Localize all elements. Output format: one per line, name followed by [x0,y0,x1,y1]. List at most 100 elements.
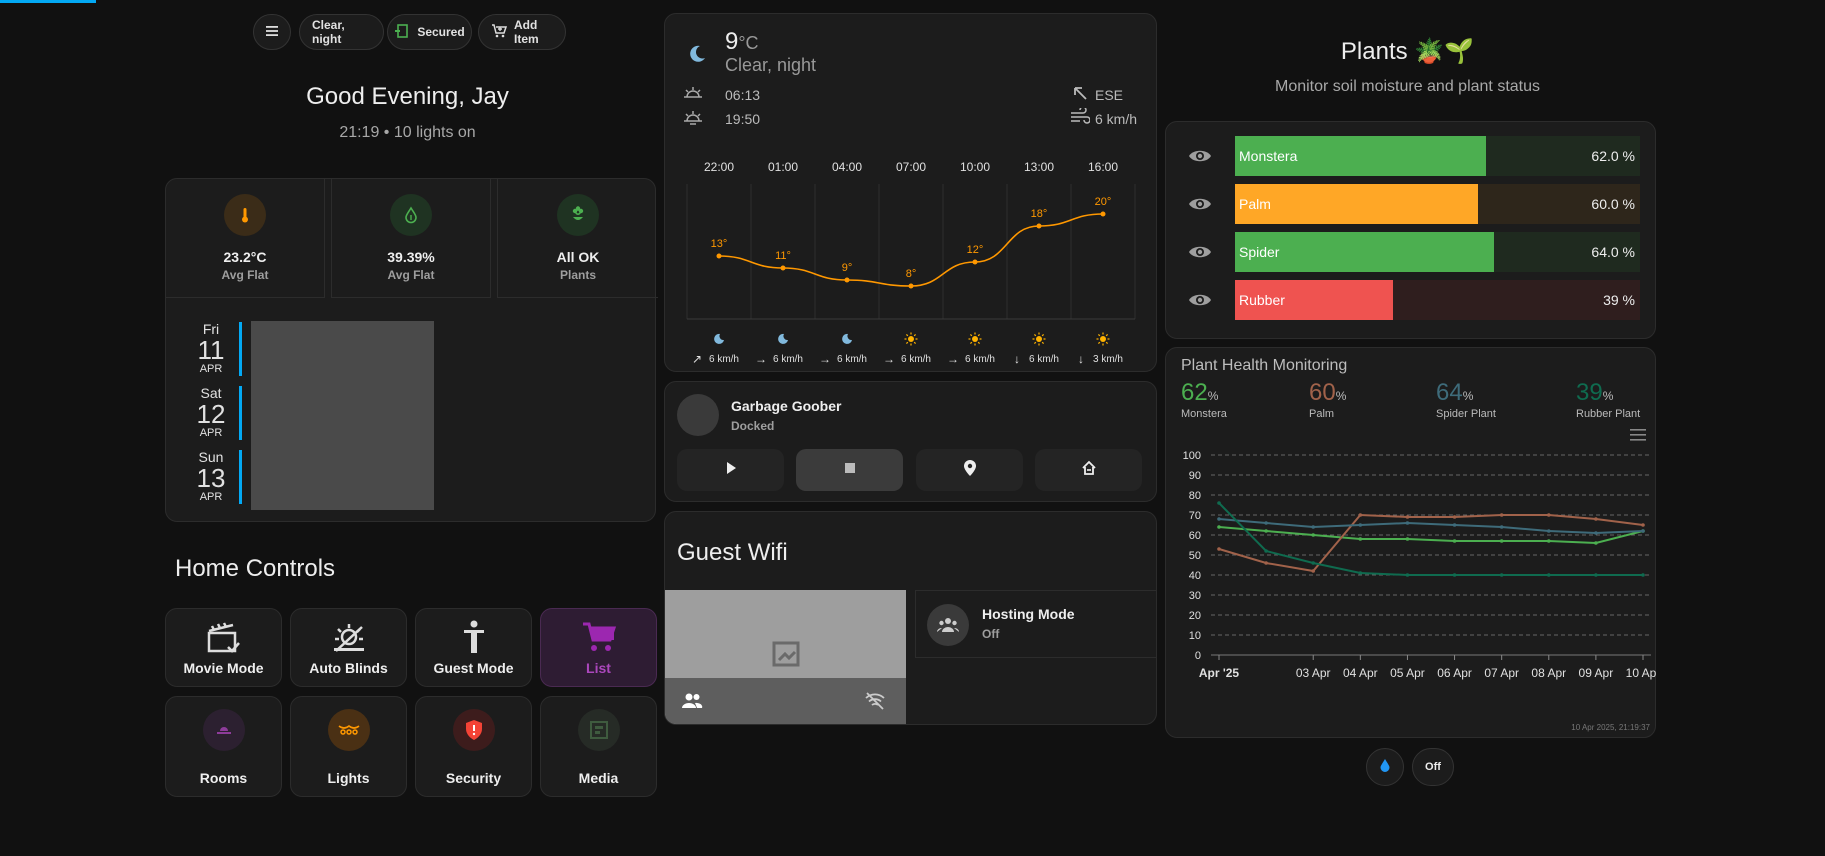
off-button[interactable]: Off [1412,748,1454,786]
moon-icon [842,333,852,344]
calendar-day-0[interactable]: Fri 11 APR [181,321,241,377]
y-tick-label: 30 [1189,590,1201,602]
x-tick-label: 04 Apr [1343,666,1378,680]
chart-menu-icon[interactable] [1630,428,1646,447]
hosting-mode-tile[interactable]: Hosting Mode Off [915,590,1156,658]
series-point [1594,531,1598,535]
x-tick-label: 03 Apr [1296,666,1331,680]
weather-chip[interactable]: Clear, night [299,14,384,50]
series-point [1499,573,1504,577]
calendar-divider [239,450,242,504]
home-controls-title: Home Controls [175,555,336,582]
list-button[interactable]: List [540,608,657,687]
eye-icon[interactable] [1188,146,1212,171]
hosting-mode-state: Off [982,627,1000,641]
water-button[interactable] [1366,748,1404,786]
series-point [1405,537,1410,541]
calendar-divider [239,386,242,440]
forecast-wind: 6 km/h [773,354,803,365]
stat-plants[interactable]: All OK Plants [497,179,658,298]
eye-icon[interactable] [1188,242,1212,267]
plants-title: Plants 🪴🌱 [1340,38,1475,65]
button-label: Movie Mode [183,660,264,676]
sunset-icon [683,108,703,131]
media-button[interactable]: Media [540,696,657,797]
stats-calendar-card: 23.2°C Avg Flat 39.39% Avg Flat All OK P… [165,178,658,522]
temperature-point [972,259,978,265]
stat-humidity[interactable]: 39.39% Avg Flat [331,179,491,298]
rooms-button[interactable]: Rooms [165,696,282,797]
security-chip[interactable]: Secured [387,14,472,50]
movie-mode-button[interactable]: Movie Mode [165,608,282,687]
wind-arrow-icon: → [883,352,895,366]
y-tick-label: 20 [1189,610,1201,622]
series-line-0 [1218,526,1644,545]
y-tick-label: 0 [1195,650,1201,662]
lights-button[interactable]: Lights [290,696,407,797]
forecast-wind: 6 km/h [709,354,739,365]
series-point [1405,573,1410,577]
series-point [1311,561,1316,565]
plant-row-spider[interactable]: Spider 64.0 % [1166,232,1656,272]
door-icon [394,23,410,42]
add-item-label: Add Item [514,18,539,46]
temperature-label: 11° [775,250,791,262]
calendar-day-2[interactable]: Sun 13 APR [181,449,241,505]
eye-icon[interactable] [1188,290,1212,315]
wind-arrow-icon: → [947,352,959,366]
series-point [1499,525,1504,529]
calendar-day-1[interactable]: Sat 12 APR [181,385,241,441]
weather-card[interactable]: 9°C Clear, night 06:13 19:50 ESE 6 km/h … [664,13,1157,372]
security-button[interactable]: Security [415,696,532,797]
forecast-hour: 04:00 [832,160,862,174]
series-point [1217,517,1221,521]
x-tick-label: 09 Apr [1579,666,1614,680]
temperature-label: 13° [711,238,728,250]
sun-icon [904,332,918,346]
y-tick-label: 40 [1189,570,1201,582]
auto-blinds-button[interactable]: Auto Blinds [290,608,407,687]
wind-direction-icon [1072,85,1088,106]
chart-timestamp: 10 Apr 2025, 21:19:37 [1571,723,1650,732]
vacuum-avatar[interactable] [677,394,719,436]
plant-name: Spider [1239,244,1280,260]
summary-unit: % [1335,389,1347,403]
series-line-2 [1218,518,1644,535]
wind-arrow-icon: → [819,352,831,366]
wifi-qr-placeholder[interactable] [665,590,906,724]
stat-temperature[interactable]: 23.2°C Avg Flat [166,179,325,298]
series-point [1405,515,1410,519]
vacuum-stop-button[interactable] [796,449,903,491]
menu-button[interactable] [253,14,291,50]
calendar-month: APR [199,363,223,375]
x-tick-label: 07 Apr [1484,666,1519,680]
temperature-point [908,283,914,289]
series-point [1594,541,1598,545]
vacuum-home-button[interactable] [1035,449,1142,491]
plant-row-palm[interactable]: Palm 60.0 % [1166,184,1656,224]
moisture-bar-track: Monstera 62.0 % [1235,136,1640,176]
hosting-mode-title: Hosting Mode [982,606,1075,622]
series-point [1311,569,1316,573]
eye-icon[interactable] [1188,194,1212,219]
guest-mode-button[interactable]: Guest Mode [415,608,532,687]
series-point [1217,547,1221,551]
series-point [1358,513,1363,517]
temperature-point [716,253,722,259]
wind-arrow-icon: → [755,352,767,366]
series-point [1358,571,1363,575]
x-tick-label: Apr '25 [1199,666,1240,680]
map-marker-icon [963,459,977,482]
vacuum-locate-button[interactable] [916,449,1023,491]
wind-arrow-icon: ↗ [692,352,702,366]
cart-icon [581,621,617,660]
plant-row-monstera[interactable]: Monstera 62.0 % [1166,136,1656,176]
vacuum-start-button[interactable] [677,449,784,491]
plant-row-rubber[interactable]: Rubber 39 % [1166,280,1656,320]
button-label: Security [445,770,502,786]
plant-moisture-list: Monstera 62.0 % Palm 60.0 % Spider 64.0 % Rubb… [1166,136,1657,326]
add-item-chip[interactable]: Add Item [478,14,566,50]
summary-value: 39 [1576,379,1603,406]
summary-palm: 60% Palm [1309,379,1346,420]
summary-value: 60 [1309,379,1336,406]
